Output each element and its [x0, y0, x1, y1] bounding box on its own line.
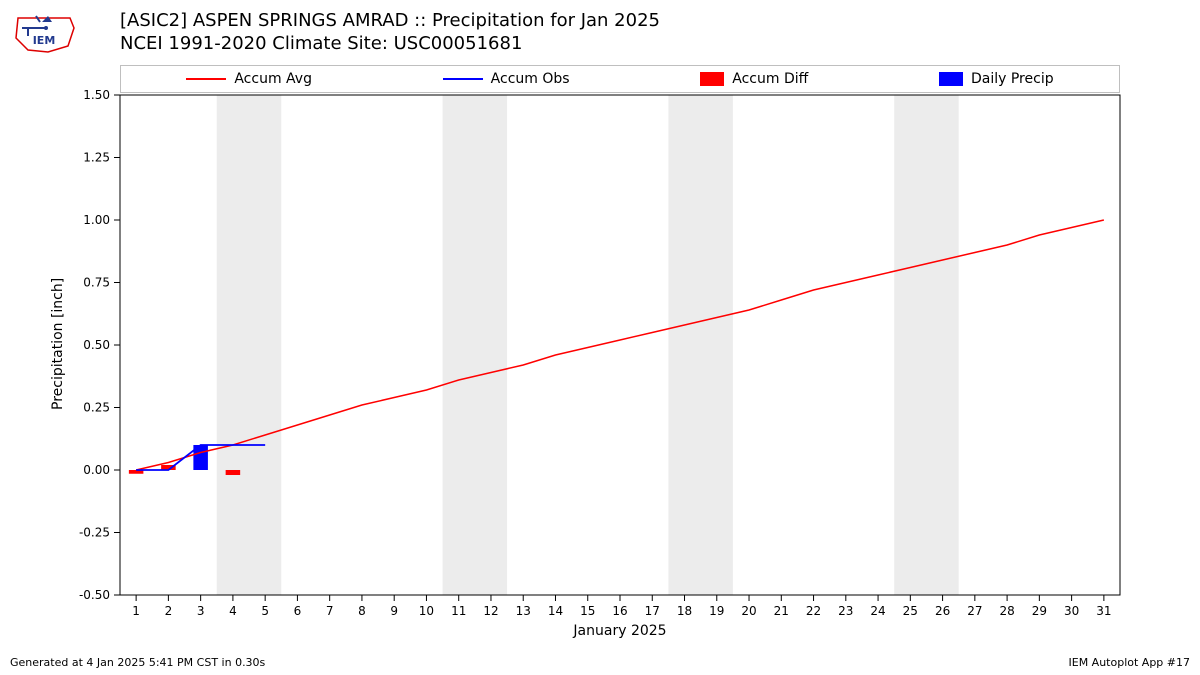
legend-swatch [443, 78, 483, 80]
title-line-1: [ASIC2] ASPEN SPRINGS AMRAD :: Precipita… [120, 10, 660, 33]
svg-text:11: 11 [451, 604, 466, 618]
legend-swatch [700, 72, 724, 86]
legend-label: Daily Precip [971, 71, 1054, 87]
footer-appid: IEM Autoplot App #17 [1069, 656, 1191, 669]
svg-text:29: 29 [1032, 604, 1047, 618]
svg-text:15: 15 [580, 604, 595, 618]
legend-item: Daily Precip [939, 71, 1054, 87]
svg-text:23: 23 [838, 604, 853, 618]
svg-text:7: 7 [326, 604, 334, 618]
svg-text:31: 31 [1096, 604, 1111, 618]
svg-text:1: 1 [132, 604, 140, 618]
svg-text:6: 6 [294, 604, 302, 618]
legend: Accum Avg Accum Obs Accum Diff Daily Precip [120, 65, 1120, 93]
svg-text:9: 9 [390, 604, 398, 618]
svg-text:18: 18 [677, 604, 692, 618]
y-axis-label: Precipitation [inch] [50, 278, 66, 410]
svg-text:0.75: 0.75 [83, 276, 110, 290]
x-axis-label: January 2025 [120, 623, 1120, 639]
footer-generated: Generated at 4 Jan 2025 5:41 PM CST in 0… [10, 656, 265, 669]
svg-text:28: 28 [999, 604, 1014, 618]
title-line-2: NCEI 1991-2020 Climate Site: USC00051681 [120, 33, 660, 56]
chart-title: [ASIC2] ASPEN SPRINGS AMRAD :: Precipita… [120, 10, 660, 55]
svg-text:24: 24 [870, 604, 885, 618]
svg-text:26: 26 [935, 604, 950, 618]
svg-text:16: 16 [612, 604, 627, 618]
svg-text:13: 13 [516, 604, 531, 618]
svg-text:5: 5 [261, 604, 269, 618]
svg-text:10: 10 [419, 604, 434, 618]
svg-text:4: 4 [229, 604, 237, 618]
svg-text:30: 30 [1064, 604, 1079, 618]
legend-label: Accum Obs [491, 71, 570, 87]
svg-text:1.50: 1.50 [83, 88, 110, 102]
svg-text:12: 12 [483, 604, 498, 618]
precip-chart: -0.50-0.250.000.250.500.751.001.251.5012… [120, 95, 1120, 595]
svg-text:25: 25 [903, 604, 918, 618]
svg-text:3: 3 [197, 604, 205, 618]
legend-swatch [186, 78, 226, 80]
svg-text:22: 22 [806, 604, 821, 618]
legend-item: Accum Avg [186, 71, 312, 87]
legend-swatch [939, 72, 963, 86]
svg-text:0.50: 0.50 [83, 338, 110, 352]
svg-text:14: 14 [548, 604, 563, 618]
svg-text:20: 20 [741, 604, 756, 618]
svg-text:0.25: 0.25 [83, 401, 110, 415]
svg-text:-0.25: -0.25 [79, 526, 110, 540]
svg-text:17: 17 [645, 604, 660, 618]
iem-logo: IEM [8, 8, 80, 56]
svg-text:0.00: 0.00 [83, 463, 110, 477]
svg-text:IEM: IEM [33, 34, 56, 47]
svg-text:19: 19 [709, 604, 724, 618]
svg-text:-0.50: -0.50 [79, 588, 110, 602]
svg-text:27: 27 [967, 604, 982, 618]
legend-label: Accum Avg [234, 71, 312, 87]
svg-text:21: 21 [774, 604, 789, 618]
legend-label: Accum Diff [732, 71, 808, 87]
svg-text:1.25: 1.25 [83, 151, 110, 165]
legend-item: Accum Obs [443, 71, 570, 87]
legend-item: Accum Diff [700, 71, 808, 87]
svg-text:1.00: 1.00 [83, 213, 110, 227]
svg-text:8: 8 [358, 604, 366, 618]
svg-text:2: 2 [165, 604, 173, 618]
